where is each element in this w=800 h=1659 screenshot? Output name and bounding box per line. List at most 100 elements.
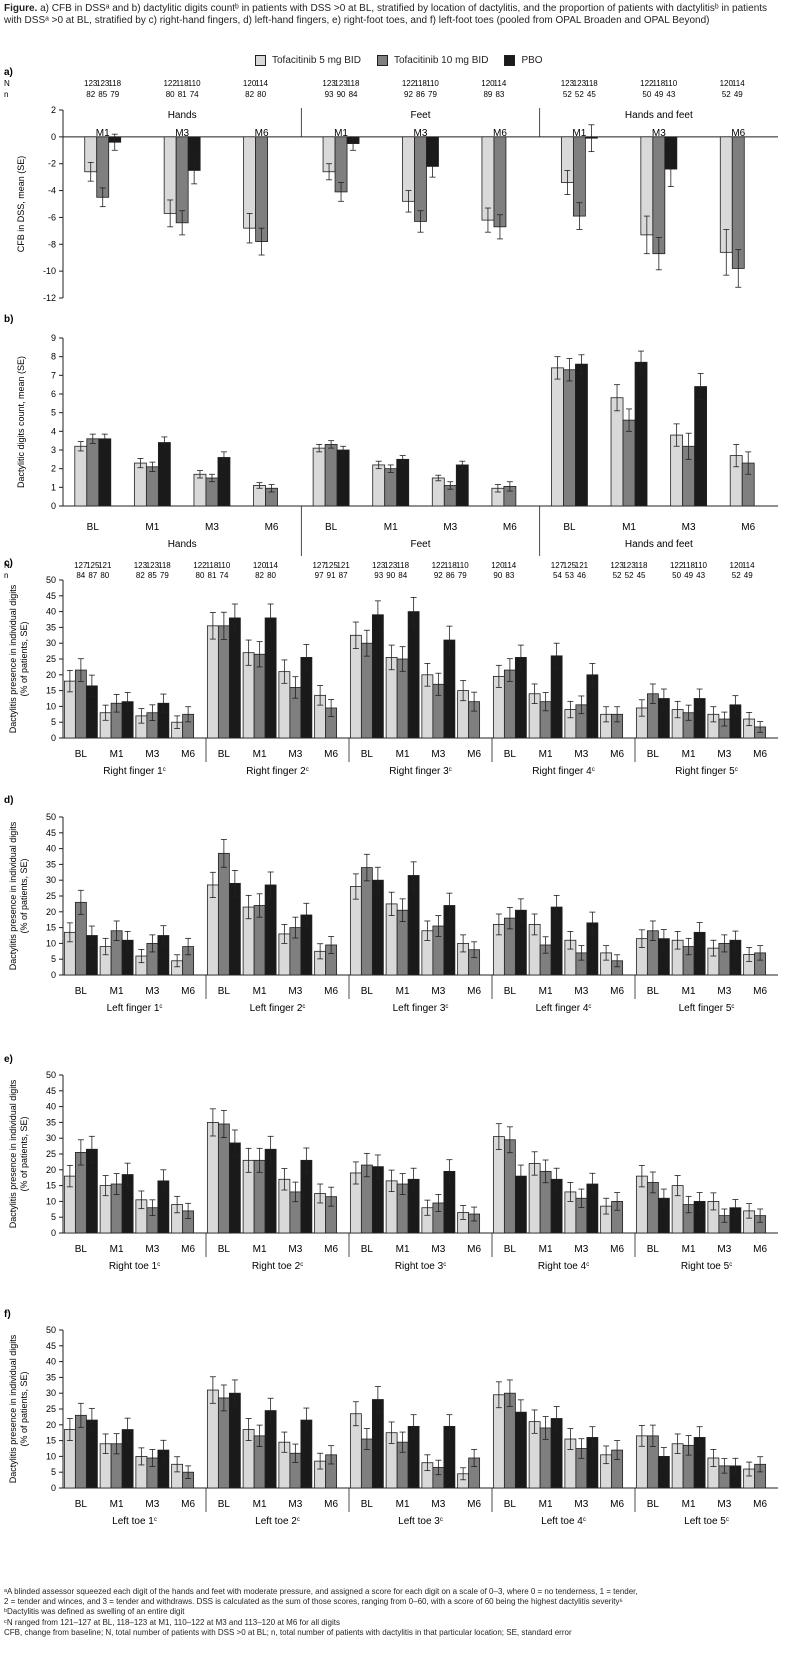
- panel-b-n-value: 80: [196, 571, 205, 580]
- panel-b-bar: [575, 363, 588, 507]
- panel-a-n-value: 80: [166, 90, 175, 99]
- panel-c-x-tick-label: M3: [717, 749, 731, 760]
- panel-c-group-label-sup: c: [449, 767, 452, 773]
- panel-b-bar: [455, 464, 469, 507]
- panel-b-N-value: 118: [444, 561, 457, 570]
- panel-a-N-value: 122: [640, 79, 654, 88]
- panel-d-x-tick-label: M1: [253, 986, 267, 997]
- panel-b-n-value: 87: [339, 571, 348, 580]
- panel-c-group-label: Right finger 5c: [675, 766, 737, 777]
- panel-d-x-tick-label: BL: [75, 986, 88, 997]
- panel-b-N-value: 118: [635, 561, 648, 570]
- panel-d-x-tick-label: M6: [467, 986, 481, 997]
- panel-b-bar: [396, 458, 410, 507]
- caption-text: a) CFB in DSSᵃ and b) dactylitic digits …: [4, 3, 768, 26]
- panel-a-x-tick-label: M6: [493, 128, 507, 139]
- panel-d-y-tick-label: 5: [51, 954, 56, 964]
- panel-c-label: c): [4, 558, 13, 569]
- panel-b-bar: [634, 361, 648, 507]
- panel-a-bar: [493, 136, 507, 228]
- panel-b-y-tick-label: 4: [51, 426, 56, 436]
- legend-item-tofa10: Tofacitinib 10 mg BID: [376, 54, 488, 66]
- panel-f-y-tick-label: 5: [51, 1467, 56, 1477]
- panel-c-bar: [228, 617, 241, 739]
- panel-b-n-value: 87: [88, 571, 97, 580]
- panel-f-y-tick-label: 10: [46, 1451, 56, 1461]
- panel-a-bar: [731, 136, 745, 269]
- panel-c-y-tick-label: 35: [46, 622, 56, 632]
- panel-d-ylabel-line1: Dactylitis presence in individual digits: [8, 821, 18, 970]
- panel-e-y-tick-label: 35: [46, 1117, 56, 1127]
- panel-c-y-tick-label: 40: [46, 607, 56, 617]
- panel-f-x-tick-label: BL: [647, 1499, 660, 1510]
- panel-a-N-value: 114: [732, 79, 745, 88]
- panel-b-n-value: 79: [458, 571, 467, 580]
- panel-e-group-label: Right toe 3c: [395, 1261, 446, 1272]
- panel-b-x-tick-label: M1: [384, 522, 398, 533]
- panel-c-y-tick-label: 25: [46, 654, 56, 664]
- panel-c-x-tick-label: M3: [145, 749, 159, 760]
- panel-b-bar: [384, 468, 398, 507]
- panel-f-y-tick-label: 45: [46, 1341, 56, 1351]
- panel-b-N-value: 114: [503, 561, 516, 570]
- panel-a-n-value: 82: [245, 90, 254, 99]
- panel-a-N-value: 118: [414, 79, 427, 88]
- panel-f-x-tick-label: BL: [361, 1499, 374, 1510]
- panel-c-x-tick-label: M3: [431, 749, 445, 760]
- panel-c-x-tick-label: M6: [610, 749, 624, 760]
- panel-c-y-tick-label: 5: [51, 717, 56, 727]
- panel-f-bar: [503, 1392, 516, 1489]
- panel-d-x-tick-label: BL: [218, 986, 231, 997]
- panel-a-N-row-label: N: [4, 79, 10, 88]
- panel-c-ylabel-line2: (% of patients, SE): [19, 621, 29, 696]
- panel-b-bar: [312, 447, 326, 507]
- panel-e-x-tick-label: M6: [753, 1244, 767, 1255]
- legend-swatch-tofa10: [376, 54, 388, 66]
- panel-c-bar: [407, 611, 420, 739]
- panel-b-n-value: 49: [744, 571, 753, 580]
- panel-c-bar: [264, 617, 277, 739]
- panel-b-bar: [372, 464, 386, 507]
- panel-b-x-tick-label: M6: [741, 522, 755, 533]
- panel-f-y-tick-label: 30: [46, 1388, 56, 1398]
- panel-b-y-tick-label: 8: [51, 352, 56, 362]
- panel-b-N-value: 121: [98, 561, 112, 570]
- panel-e-bar: [492, 1136, 505, 1234]
- panel-b-n-value: 43: [696, 571, 705, 580]
- panel-e-y-tick-label: 30: [46, 1133, 56, 1143]
- panel-d-y-tick-label: 45: [46, 828, 56, 838]
- panel-b-y-tick-label: 5: [51, 408, 56, 418]
- panel-b-N-value: 122: [670, 561, 684, 570]
- panel-d-group-label-sup: c: [302, 1004, 305, 1010]
- panel-f-x-tick-label: M6: [181, 1499, 195, 1510]
- panel-b-N-row-label: N: [4, 561, 10, 570]
- panel-b-N-value: 125: [86, 561, 100, 570]
- panel-a-n-value: 92: [404, 90, 413, 99]
- panel-e-group-label-sup: c: [300, 1262, 303, 1268]
- panel-d-x-tick-label: M3: [574, 986, 588, 997]
- panel-b-N-value: 120: [491, 561, 505, 570]
- panel-b-bar: [205, 477, 219, 507]
- panel-c-group-label-sup: c: [163, 767, 166, 773]
- panel-a-n-value: 79: [428, 90, 437, 99]
- panel-b-n-value: 84: [398, 571, 407, 580]
- panel-d-y-tick-label: 40: [46, 844, 56, 854]
- panel-e-bar: [217, 1123, 230, 1234]
- panel-e-x-tick-label: BL: [647, 1244, 660, 1255]
- panel-d-group-label-sup: c: [731, 1004, 734, 1010]
- panel-a-bar: [175, 136, 189, 224]
- panel-d-bar: [228, 882, 241, 976]
- panel-a-n-row-label: n: [4, 90, 8, 99]
- panel-e-group-label: Right toe 5c: [681, 1261, 732, 1272]
- panel-b-n-value: 85: [148, 571, 157, 580]
- panel-d-bar: [360, 867, 373, 976]
- panel-c-bar: [360, 642, 373, 739]
- panel-e-x-tick-label: M1: [682, 1244, 696, 1255]
- panel-a-N-value: 120: [243, 79, 257, 88]
- panel-b-x-tick-label: BL: [87, 522, 100, 533]
- panel-a-n-value: 49: [734, 90, 743, 99]
- panel-a-N-value: 122: [163, 79, 177, 88]
- panel-b-N-value: 125: [324, 561, 338, 570]
- panel-d-x-tick-label: M1: [682, 986, 696, 997]
- panel-b-n-value: 49: [684, 571, 693, 580]
